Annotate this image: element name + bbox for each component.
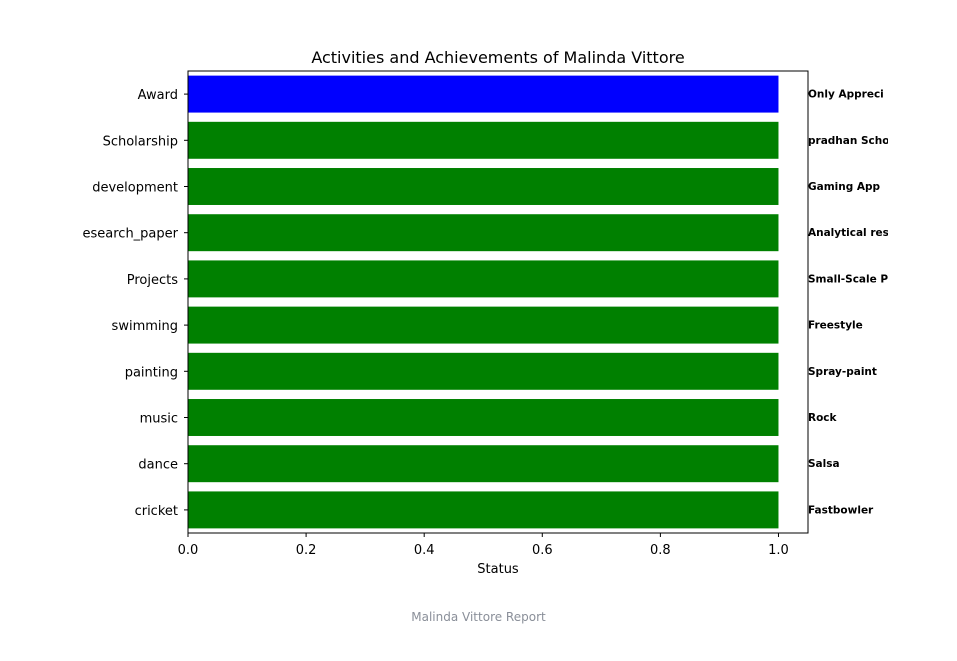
bars bbox=[188, 75, 779, 529]
x-tick-label: 0.4 bbox=[414, 543, 435, 558]
y-tick-labels: cricket dance music painting swimming Project… bbox=[83, 88, 179, 519]
bar-cricket bbox=[188, 491, 779, 529]
bar-painting bbox=[188, 352, 779, 390]
bar-esearch_paper bbox=[188, 214, 779, 252]
bar-annotation: Small-Scale P bbox=[808, 273, 888, 285]
x-tick-label: 0.8 bbox=[650, 543, 671, 558]
x-tick-label: 0.2 bbox=[296, 543, 317, 558]
chart-title: Activities and Achievements of Malinda V… bbox=[311, 48, 684, 67]
footer-caption: Malinda Vittore Report bbox=[411, 610, 546, 624]
bar-annotation: Rock bbox=[808, 412, 838, 424]
x-tick-label: 1.0 bbox=[768, 543, 789, 558]
y-tick-label: Scholarship bbox=[103, 134, 178, 149]
y-tick-label: painting bbox=[125, 365, 178, 380]
bar-annotation: Fastbowler bbox=[808, 504, 874, 516]
bar-annotation: Only Appreci bbox=[808, 89, 884, 101]
plot-frame bbox=[187, 70, 809, 534]
y-tick-label: cricket bbox=[135, 504, 178, 519]
y-tick-label: esearch_paper bbox=[83, 227, 179, 242]
x-axis-label: Status bbox=[477, 562, 519, 577]
bar-annotation: Analytical res bbox=[808, 227, 889, 239]
bar-annotation: Freestyle bbox=[808, 320, 863, 332]
y-tick-label: swimming bbox=[112, 319, 178, 334]
y-tick-label: Award bbox=[138, 88, 178, 103]
bar-annotation: Gaming App bbox=[808, 181, 881, 193]
bar-annotations: Fastbowler Salsa Rock Spray-paint Freestyle S… bbox=[808, 89, 889, 517]
bar-annotation: pradhan Scho bbox=[808, 135, 889, 147]
bar-Projects bbox=[188, 260, 779, 298]
y-tick-label: Projects bbox=[127, 273, 178, 288]
x-tick-label: 0.0 bbox=[178, 543, 199, 558]
bar-Scholarship bbox=[188, 121, 779, 159]
bar-annotation: Salsa bbox=[808, 458, 840, 470]
x-ticks: 0.0 0.2 0.4 0.6 0.8 1.0 bbox=[178, 533, 789, 558]
bar-development bbox=[188, 168, 779, 205]
y-ticks bbox=[184, 93, 188, 511]
bar-annotation: Spray-paint bbox=[808, 366, 877, 378]
x-tick-label: 0.6 bbox=[532, 543, 553, 558]
y-tick-label: dance bbox=[138, 458, 178, 473]
bar-music bbox=[188, 399, 779, 436]
y-tick-label: music bbox=[140, 412, 178, 427]
bar-Award bbox=[188, 75, 779, 113]
bar-dance bbox=[188, 445, 779, 483]
bar-swimming bbox=[188, 306, 779, 344]
y-tick-label: development bbox=[92, 181, 178, 196]
